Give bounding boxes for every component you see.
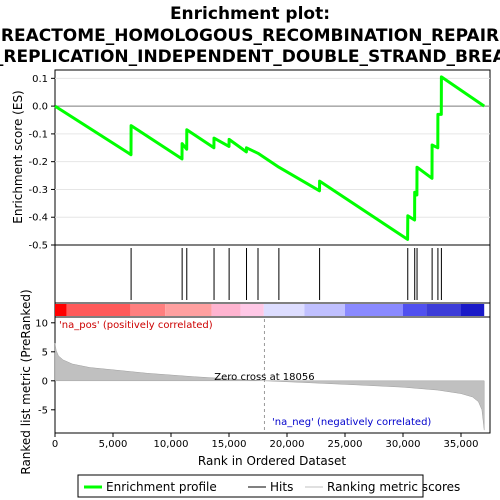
- zero-cross-label: Zero cross at 18056: [214, 372, 314, 383]
- positive-correlation-label: 'na_pos' (positively correlated): [59, 320, 213, 331]
- chart-title-line-1: REACTOME_HOMOLOGOUS_RECOMBINATION_REPAIR: [1, 26, 499, 46]
- negative-correlation-label: 'na_neg' (negatively correlated): [272, 417, 431, 428]
- ranking-color-bar: [55, 304, 485, 316]
- rank-y-tick-label: 10: [35, 318, 48, 329]
- color-bar-segment: [461, 304, 485, 316]
- color-bar-segment: [55, 304, 67, 316]
- hits-panel-frame: [54, 244, 491, 304]
- legend-label: Enrichment profile: [106, 480, 217, 494]
- es-y-tick-label: -0.5: [28, 241, 48, 252]
- es-y-tick-label: -0.2: [28, 157, 48, 168]
- es-y-tick-label: -0.1: [28, 129, 48, 140]
- hits-marks: [130, 248, 442, 300]
- legend-box: [77, 474, 424, 498]
- rank-x-tick-label: 20,000: [270, 439, 305, 450]
- color-bar-segment: [263, 304, 305, 316]
- rank-y-tick-label: 0: [42, 376, 48, 387]
- legend: Enrichment profile Hits Ranking metric sco…: [84, 480, 460, 494]
- legend-label: Ranking metric scores: [327, 480, 460, 494]
- rank-x-tick-label: 15,000: [212, 439, 247, 450]
- color-bar-segment: [66, 304, 131, 316]
- color-bar-segment: [426, 304, 461, 316]
- es-panel-frame: [54, 69, 491, 246]
- rank-x-tick-label: 30,000: [386, 439, 421, 450]
- es-y-axis-label: Enrichment score (ES): [11, 90, 25, 223]
- rank-y-axis-label: Ranked list metric (PreRanked): [19, 289, 33, 474]
- rank-y-tick-label: 5: [42, 347, 48, 358]
- rank-x-ticks: 0 5,000 10,000 15,000 20,000 25,000 30,000 35,0…: [52, 433, 479, 450]
- chart-title: Enrichment plot:: [170, 4, 330, 24]
- rank-x-tick-label: 5,000: [99, 439, 128, 450]
- color-bar-segment: [130, 304, 166, 316]
- color-bar-segment: [240, 304, 264, 316]
- es-y-ticks: -0.5 -0.4 -0.3 -0.2 -0.1 0.0 0.1: [28, 74, 55, 252]
- legend-label: Hits: [270, 480, 293, 494]
- rank-x-tick-label: 35,000: [444, 439, 479, 450]
- es-y-tick-label: 0.0: [32, 102, 48, 113]
- enrichment-profile-line: [54, 75, 486, 241]
- rank-y-tick-label: -5: [38, 405, 48, 416]
- rank-x-tick-label: 10,000: [154, 439, 189, 450]
- color-bar-segment: [345, 304, 403, 316]
- rank-x-tick-label: 25,000: [328, 439, 363, 450]
- rank-x-tick-label: 0: [52, 439, 58, 450]
- es-y-tick-label: 0.1: [32, 74, 48, 85]
- color-bar-segment: [403, 304, 427, 316]
- chart-title-line-2: OF_REPLICATION_INDEPENDENT_DOUBLE_STRAND…: [0, 47, 500, 67]
- color-bar-segment: [211, 304, 241, 316]
- es-y-tick-label: -0.4: [28, 213, 48, 224]
- rank-y-ticks: 10 5 0 -5: [35, 318, 55, 416]
- es-y-tick-label: -0.3: [28, 185, 48, 196]
- color-bar-segment: [304, 304, 345, 316]
- rank-x-axis-label: Rank in Ordered Dataset: [198, 454, 346, 468]
- color-bar-segment: [165, 304, 212, 316]
